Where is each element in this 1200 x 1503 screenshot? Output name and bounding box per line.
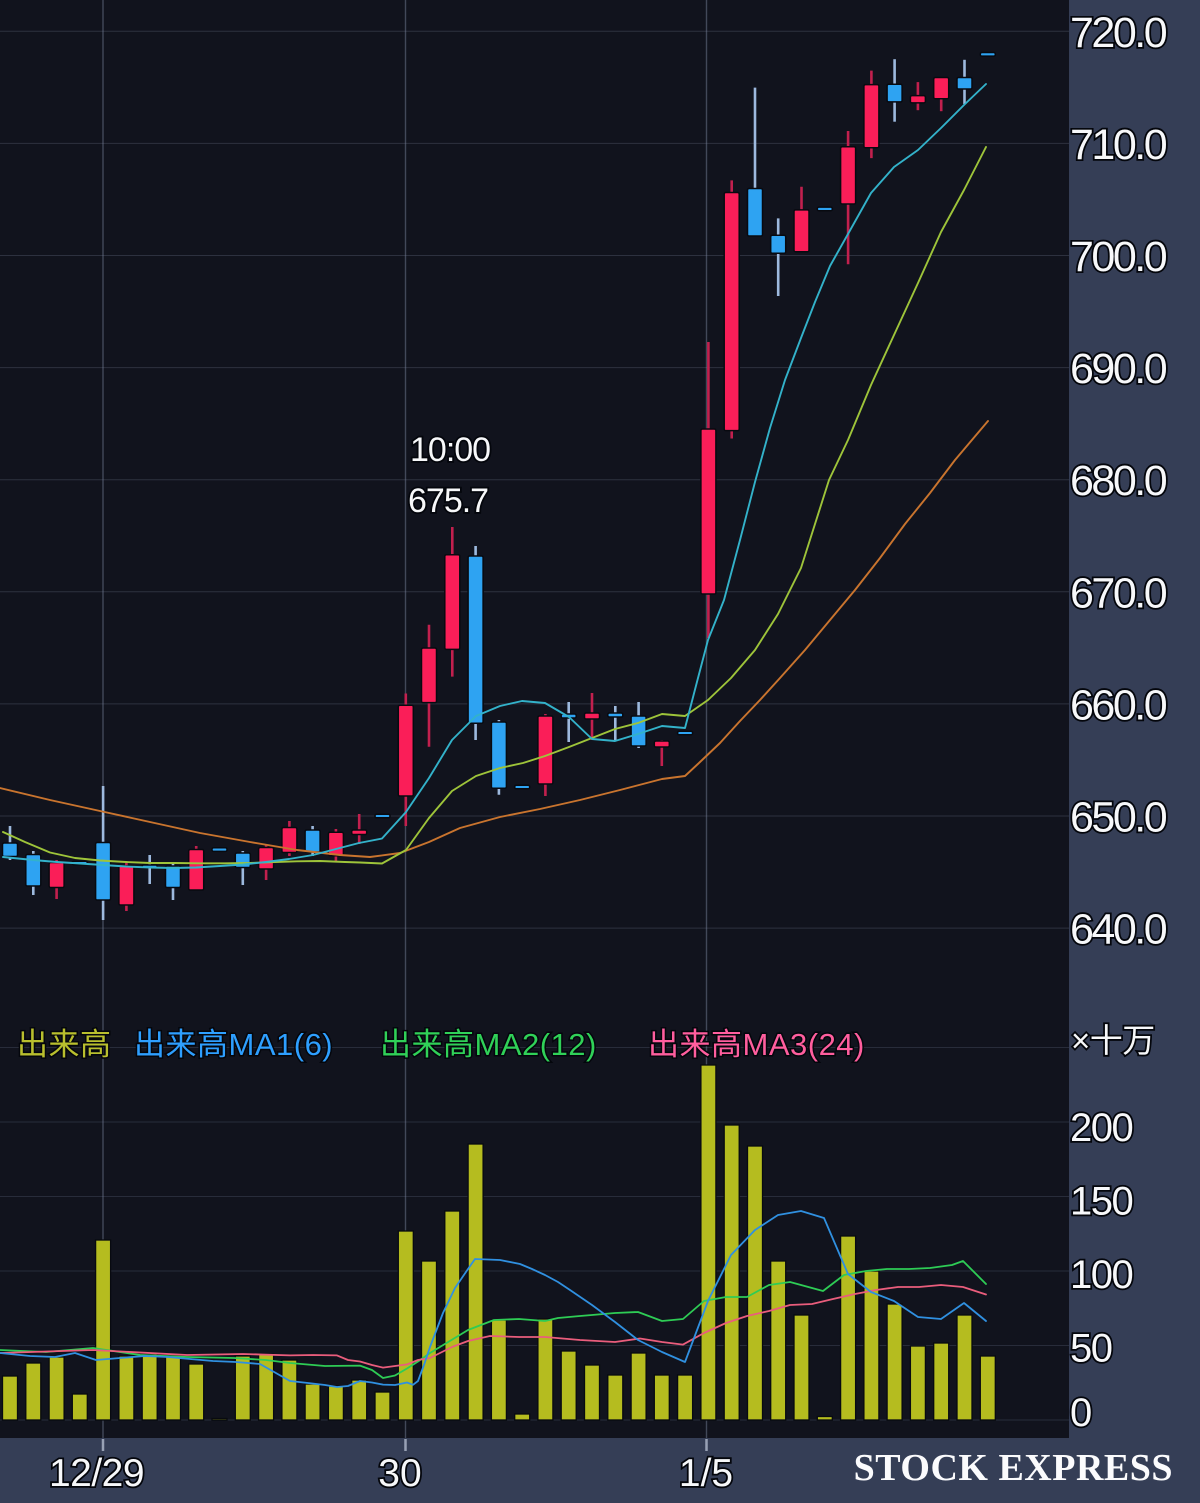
svg-text:710.0: 710.0	[1070, 121, 1167, 169]
svg-text:STOCK EXPRESS: STOCK EXPRESS	[854, 1447, 1173, 1489]
svg-text:640.0: 640.0	[1070, 906, 1167, 954]
svg-text:0: 0	[1070, 1391, 1091, 1435]
svg-text:200: 200	[1070, 1106, 1132, 1150]
svg-text:670.0: 670.0	[1070, 569, 1167, 617]
svg-text:100: 100	[1070, 1253, 1132, 1297]
svg-text:30: 30	[378, 1452, 421, 1495]
svg-text:出来高MA2(12): 出来高MA2(12)	[380, 1027, 597, 1062]
svg-text:660.0: 660.0	[1070, 681, 1167, 729]
svg-text:出来高: 出来高	[17, 1027, 112, 1062]
svg-text:10:00: 10:00	[410, 431, 490, 469]
svg-text:675.7: 675.7	[408, 482, 488, 520]
svg-text:700.0: 700.0	[1070, 233, 1167, 281]
svg-text:×十万: ×十万	[1071, 1022, 1155, 1059]
svg-text:680.0: 680.0	[1070, 457, 1167, 505]
svg-text:650.0: 650.0	[1070, 794, 1167, 842]
svg-text:720.0: 720.0	[1070, 9, 1167, 57]
svg-text:出来高MA1(6): 出来高MA1(6)	[134, 1027, 333, 1062]
svg-text:150: 150	[1070, 1180, 1132, 1224]
svg-text:50: 50	[1070, 1327, 1112, 1371]
svg-text:12/29: 12/29	[49, 1452, 144, 1495]
svg-text:690.0: 690.0	[1070, 345, 1167, 393]
svg-text:1/5: 1/5	[679, 1452, 733, 1495]
svg-text:出来高MA3(24): 出来高MA3(24)	[648, 1027, 865, 1062]
